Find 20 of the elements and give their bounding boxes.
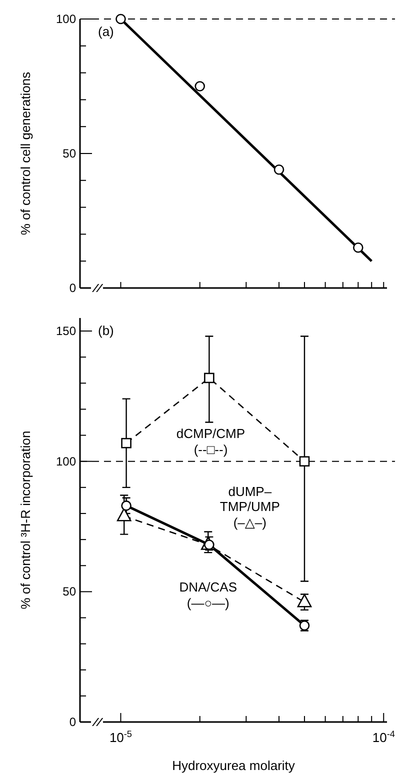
x-axis-title: Hydroxyurea molarity — [172, 758, 296, 773]
y-tick-label: 50 — [62, 146, 76, 160]
series-label: DNA/CAS — [179, 580, 238, 595]
y-tick-label: 100 — [56, 12, 76, 26]
x-tick-label: 10$^{-5}$ — [109, 729, 132, 745]
annotation: (a) — [98, 24, 114, 39]
y-tick-label: 50 — [62, 584, 76, 599]
series-label: dCMP/CMP — [176, 426, 246, 441]
y-tick-label: 150 — [56, 324, 76, 338]
y-tick-label: 100 — [56, 454, 76, 468]
y-tick-label: 0 — [69, 281, 76, 295]
y-tick-label: 0 — [69, 715, 76, 729]
annotation: (—○—) — [186, 596, 230, 611]
annotation: (–△–) — [233, 514, 266, 530]
annotation: (b) — [98, 323, 114, 338]
y-axis-title: % of control cell generations — [18, 71, 33, 236]
x-tick-label: 10$^{-4}$ — [372, 729, 395, 745]
annotation: (--□--) — [194, 442, 228, 457]
y-axis-title: % of control ³H-R incorporation — [18, 430, 33, 610]
text: dUMP–TMP/UMP — [220, 484, 280, 514]
